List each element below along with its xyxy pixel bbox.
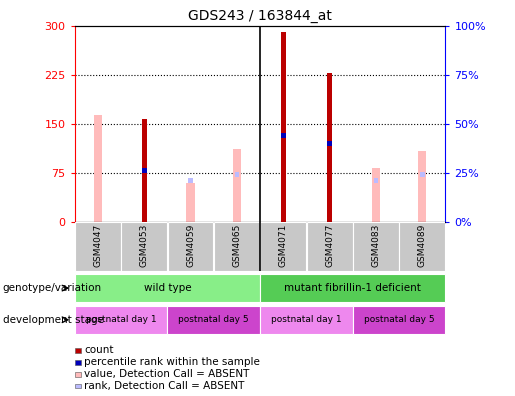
Text: mutant fibrillin-1 deficient: mutant fibrillin-1 deficient: [284, 283, 421, 293]
Bar: [188, 178, 193, 183]
Bar: [372, 168, 380, 222]
Bar: [167, 222, 214, 271]
Bar: [233, 148, 241, 222]
Text: count: count: [84, 345, 113, 356]
Bar: [260, 274, 445, 302]
Text: percentile rank within the sample: percentile rank within the sample: [84, 357, 260, 367]
Bar: [353, 222, 399, 271]
Bar: [75, 306, 167, 334]
Text: rank, Detection Call = ABSENT: rank, Detection Call = ABSENT: [84, 381, 244, 391]
Text: GSM4047: GSM4047: [93, 224, 102, 267]
Bar: [418, 151, 426, 222]
Text: GSM4059: GSM4059: [186, 224, 195, 267]
Text: postnatal day 1: postnatal day 1: [85, 315, 157, 324]
Bar: [121, 222, 167, 271]
Bar: [399, 222, 445, 271]
Bar: [142, 168, 146, 173]
Text: postnatal day 1: postnatal day 1: [271, 315, 342, 324]
Bar: [214, 222, 260, 271]
Bar: [374, 178, 378, 183]
Title: GDS243 / 163844_at: GDS243 / 163844_at: [188, 10, 332, 23]
Text: GSM4065: GSM4065: [232, 224, 242, 267]
Bar: [167, 306, 260, 334]
Text: GSM4077: GSM4077: [325, 224, 334, 267]
Text: GSM4071: GSM4071: [279, 224, 288, 267]
Bar: [420, 172, 424, 177]
Bar: [306, 222, 353, 271]
Bar: [75, 222, 121, 271]
Bar: [328, 141, 332, 146]
Bar: [353, 306, 445, 334]
Text: development stage: development stage: [3, 315, 104, 325]
Text: value, Detection Call = ABSENT: value, Detection Call = ABSENT: [84, 369, 249, 379]
Text: GSM4053: GSM4053: [140, 224, 149, 267]
Bar: [94, 115, 102, 222]
Bar: [281, 133, 285, 138]
Bar: [260, 222, 306, 271]
Bar: [142, 119, 146, 222]
Bar: [281, 32, 285, 222]
Bar: [260, 306, 353, 334]
Text: postnatal day 5: postnatal day 5: [364, 315, 435, 324]
Text: GSM4083: GSM4083: [371, 224, 381, 267]
Text: genotype/variation: genotype/variation: [3, 283, 101, 293]
Bar: [75, 274, 260, 302]
Text: wild type: wild type: [144, 283, 191, 293]
Bar: [235, 172, 239, 177]
Bar: [186, 183, 195, 222]
Text: postnatal day 5: postnatal day 5: [178, 315, 249, 324]
Text: GSM4089: GSM4089: [418, 224, 427, 267]
Bar: [328, 73, 332, 222]
